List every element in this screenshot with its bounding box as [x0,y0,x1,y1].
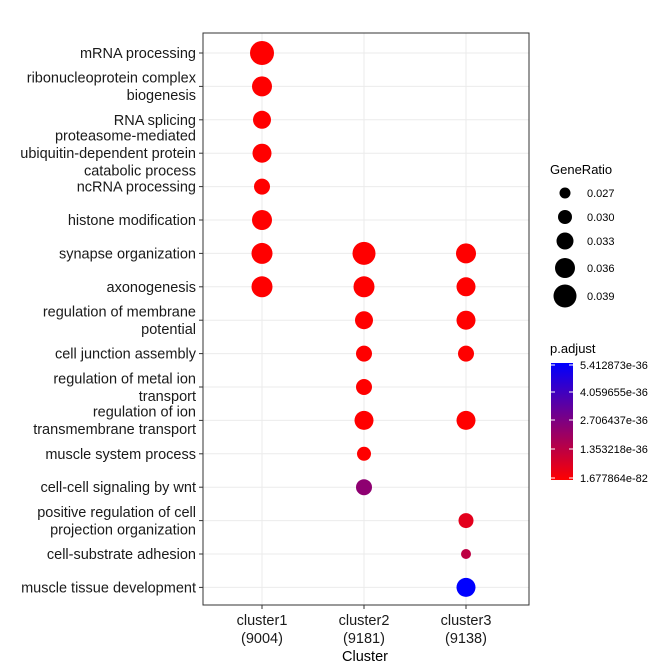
y-tick-label-14: positive regulation of cell projection or… [37,505,196,539]
data-point-22 [461,549,471,559]
color-legend-bar [551,363,573,480]
data-point-17 [456,277,476,297]
size-legend-dot-2 [556,232,574,250]
y-tick-label-16: muscle tissue development [21,580,196,596]
size-legend-label-4: 0.039 [587,291,615,303]
size-legend-label-2: 0.033 [587,236,615,248]
data-point-2 [253,110,271,129]
size-legend-dot-3 [555,258,575,278]
y-tick-label-10: regulation of metal ion transport [53,371,196,405]
y-tick-label-8: regulation of membrane potential [43,304,196,338]
y-tick-label-5: histone modification [68,213,196,229]
color-legend-label-2: 2.706437e-36 [580,415,648,427]
data-point-6 [251,242,273,264]
color-legend-title: p.adjust [550,341,596,356]
data-point-5 [252,210,272,230]
data-point-14 [357,446,371,461]
data-point-13 [354,410,374,430]
x-tick-label-1: cluster2 (9181) [339,613,390,647]
y-tick-label-15: cell-substrate adhesion [47,547,196,563]
y-axis-labels: mRNA processing ribonucleoprotein complex… [20,46,203,596]
y-tick-label-12: muscle system process [45,447,196,463]
y-tick-label-7: axonogenesis [107,280,197,296]
color-legend: 5.412873e-36 4.059655e-36 2.706437e-36 1.35… [551,360,648,485]
y-tick-label-6: synapse organization [59,246,196,262]
color-legend-label-4: 1.677864e-82 [580,473,648,485]
size-legend-label-3: 0.036 [587,263,615,275]
size-legend-dot-0 [559,187,571,199]
data-point-23 [456,577,476,597]
data-point-10 [355,311,373,330]
data-point-0 [250,41,274,65]
y-tick-label-2: RNA splicing [114,113,196,129]
x-axis-title: Cluster [342,649,388,665]
x-tick-label-2: cluster3 (9138) [441,613,492,647]
color-legend-label-3: 1.353218e-36 [580,444,648,456]
data-point-18 [456,310,476,330]
data-point-1 [252,76,272,97]
y-tick-label-0: mRNA processing [80,46,196,62]
data-point-20 [456,410,476,430]
data-point-7 [251,276,273,298]
x-axis-labels: cluster1 (9004) cluster2 (9181) cluster3 (913… [237,605,492,647]
data-points [250,41,476,597]
size-legend-title: GeneRatio [550,162,612,177]
x-tick-label-0: cluster1 (9004) [237,613,288,647]
size-legend-dot-4 [553,284,577,308]
y-tick-label-13: cell-cell signaling by wnt [40,480,196,496]
size-legend: 0.027 0.030 0.033 0.036 0.039 [553,187,615,308]
data-point-12 [356,379,372,395]
data-point-19 [458,345,474,362]
color-legend-label-1: 4.059655e-36 [580,387,648,399]
y-tick-label-11: regulation of ion transmembrane transport [33,405,196,439]
y-tick-label-9: cell junction assembly [55,347,197,363]
size-legend-dot-1 [558,210,572,224]
data-point-15 [356,479,372,496]
data-point-8 [352,241,376,265]
data-point-3 [252,143,272,163]
y-tick-label-3: proteasome-mediated ubiquitin-dependent p… [20,129,196,180]
y-tick-label-1: ribonucleoprotein complex biogenesis [27,71,197,105]
size-legend-label-0: 0.027 [587,188,615,200]
y-tick-label-4: ncRNA processing [77,180,196,196]
data-point-16 [456,243,476,264]
data-point-4 [254,178,270,195]
data-point-21 [458,513,474,529]
size-legend-label-1: 0.030 [587,212,615,224]
color-legend-label-0: 5.412873e-36 [580,360,648,372]
plot-panel-border [202,32,530,606]
data-point-11 [356,345,372,362]
data-point-9 [353,276,375,298]
